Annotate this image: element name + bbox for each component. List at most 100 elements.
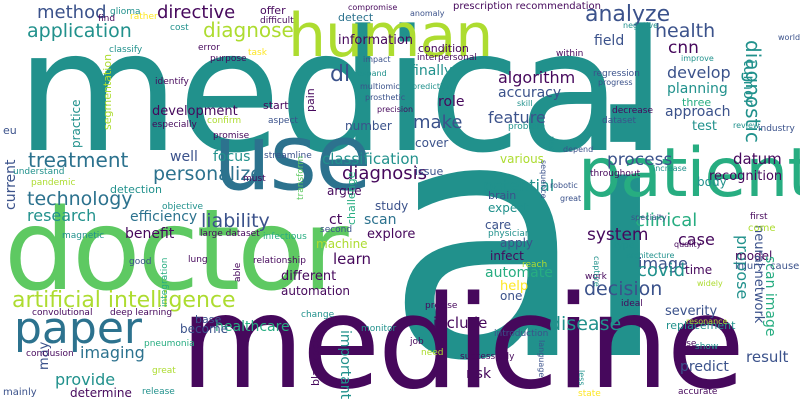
word-accurate: accurate [678, 387, 718, 397]
word-reach: reach [522, 260, 548, 270]
word-risk: risk [466, 366, 492, 382]
word-type: type [614, 241, 635, 251]
word-finally: finally [410, 63, 453, 79]
word-great-2: great [560, 194, 582, 203]
word-aspect: aspect [268, 116, 298, 126]
word-cnn: cnn [668, 38, 699, 58]
word-include: include [433, 314, 488, 332]
word-clinical: clinical [635, 210, 698, 231]
word-introduction: introduction [494, 329, 549, 339]
word-language: language [537, 340, 546, 378]
word-paper: paper [14, 303, 142, 354]
word-prosthetic: prosthetic [365, 93, 406, 102]
word-apply: apply [500, 236, 534, 250]
word-rather: rather [130, 12, 158, 22]
word-decision: decision [584, 278, 663, 300]
word-magnetic: magnetic [62, 231, 105, 241]
word-problem: problem [508, 122, 546, 132]
word-successfully: successfully [460, 352, 515, 362]
word-eu: eu [3, 124, 17, 137]
word-first: first [750, 212, 768, 222]
word-conclusion: conclusion [26, 349, 74, 359]
word-different: different [281, 269, 337, 284]
word-infect: infect [490, 249, 524, 263]
word-diagnosis: diagnosis [342, 163, 428, 184]
word-planning: planning [667, 81, 728, 97]
word-imaging: imaging [80, 343, 145, 362]
word-human: human [288, 1, 493, 71]
word-brain: brain [488, 189, 517, 202]
word-scan: scan [364, 212, 397, 228]
word-cause: cause [770, 261, 800, 272]
word-disease: disease [549, 313, 622, 335]
word-automate: automate [485, 265, 553, 281]
word-covid: covid [637, 260, 685, 281]
word-within: within [556, 49, 584, 59]
word-result: result [746, 348, 789, 366]
word-analyze: analyze [585, 2, 671, 27]
word-test: test [692, 119, 717, 134]
word-industry: industry [758, 124, 795, 134]
word-objective: objective [162, 202, 204, 212]
word-compromise: compromise [348, 3, 398, 12]
word-mainly: mainly [3, 387, 37, 398]
word-treatment: treatment [28, 148, 129, 172]
word-various: various [500, 152, 544, 166]
word-medicine: medicine [180, 269, 745, 400]
word-streamline: streamline [264, 151, 312, 161]
word-one: one [500, 289, 523, 303]
word-decrease: decrease [612, 106, 653, 116]
word-cost: cost [170, 23, 189, 33]
word-error: error [198, 43, 220, 53]
word-model: model [735, 249, 773, 263]
word-three: three [682, 96, 712, 109]
word-skill: skill [517, 99, 533, 108]
word-become: become [180, 322, 229, 336]
word-job: job [410, 337, 424, 347]
word-expect: expect [488, 201, 529, 215]
word-time: time [685, 263, 713, 277]
word-architecture: architecture [626, 251, 675, 260]
word-help: help [500, 279, 529, 294]
word-classification: classification [322, 150, 420, 168]
word-pandemic: pandemic [31, 178, 76, 188]
word-segmentation: segmentation [101, 53, 114, 130]
word-need: need [421, 348, 444, 358]
word-lung: lung [188, 255, 208, 265]
word-prediction: prediction [412, 82, 453, 91]
word-information: information [338, 33, 414, 48]
word-approach: approach [665, 104, 731, 120]
word-confirm: confirm [207, 116, 242, 126]
word-find: find [98, 14, 116, 24]
word-promise: promise [213, 131, 250, 141]
word-learn: learn [333, 250, 371, 268]
word-less: less [577, 370, 586, 386]
word-progress: progress [598, 78, 633, 87]
word-especially: especially [152, 120, 197, 130]
word-health: health [655, 20, 716, 42]
word-detect: detect [338, 11, 374, 24]
word-liability: liability [201, 210, 270, 232]
word-medical: medical [16, 0, 666, 190]
word-depend: depend [563, 145, 594, 154]
word-explore: explore [367, 227, 416, 242]
word-role: role [438, 94, 465, 110]
word-determine: determine [70, 386, 132, 400]
word-personalize: personalize [153, 163, 262, 185]
word-provide: provide [55, 370, 116, 389]
word-identify: identify [155, 77, 189, 87]
word-regression: regression [593, 69, 640, 79]
word-prescription-recommendation: prescription recommendation [453, 1, 601, 12]
word-offer: offer [260, 4, 286, 17]
word-good: good [129, 257, 152, 267]
word-robotic: robotic [550, 181, 578, 190]
word-diagnose: diagnose [203, 18, 294, 42]
word-system: system [587, 225, 649, 245]
word-infectious: infectious [263, 232, 307, 242]
word-neural-network: neural network [751, 225, 766, 324]
word-automation: automation [281, 284, 351, 298]
word-argue: argue [327, 184, 362, 198]
word-state: state [578, 389, 601, 399]
word-interpersonal: interpersonal [417, 53, 477, 63]
